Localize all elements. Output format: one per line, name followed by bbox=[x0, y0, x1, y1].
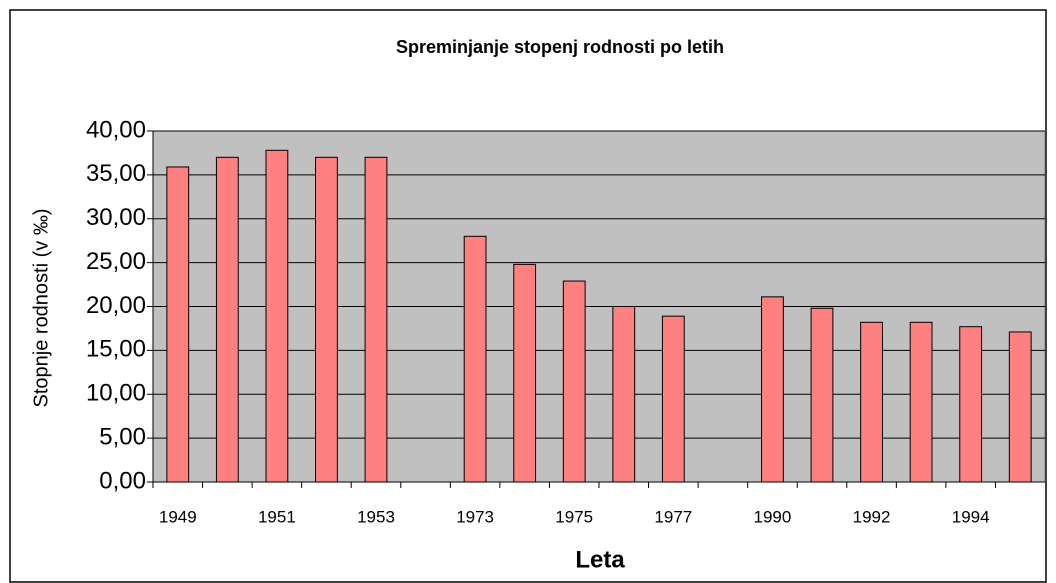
bar bbox=[959, 326, 983, 483]
bar bbox=[860, 321, 883, 483]
x-tick-label: 1951 bbox=[258, 507, 296, 526]
bar bbox=[215, 156, 239, 483]
y-axis-label: Stopnje rodnosti (v ‰) bbox=[30, 209, 52, 408]
bar bbox=[810, 307, 834, 483]
bar bbox=[909, 321, 933, 483]
chart-title: Spreminjanje stopenj rodnosti po letih bbox=[396, 37, 724, 57]
y-tick-label: 5,00 bbox=[99, 423, 146, 450]
bar bbox=[364, 156, 388, 483]
x-tick-label: 1949 bbox=[159, 507, 197, 526]
bar bbox=[315, 156, 338, 483]
bar bbox=[661, 315, 685, 483]
x-tick-label: 1992 bbox=[853, 507, 891, 526]
bar bbox=[513, 263, 537, 483]
bar bbox=[612, 306, 636, 483]
bar bbox=[562, 280, 586, 483]
x-tick-label: 1975 bbox=[555, 507, 593, 526]
y-tick-label: 30,00 bbox=[86, 204, 146, 231]
bar bbox=[463, 235, 487, 483]
bar bbox=[761, 296, 784, 483]
y-tick-label: 25,00 bbox=[86, 248, 146, 275]
y-tick-label: 35,00 bbox=[86, 160, 146, 187]
y-tick-label: 0,00 bbox=[99, 467, 146, 494]
x-tick-label: 1990 bbox=[754, 507, 792, 526]
bar bbox=[1008, 331, 1032, 483]
x-tick-label: 1973 bbox=[456, 507, 494, 526]
bar bbox=[166, 166, 190, 483]
x-tick-label: 1953 bbox=[357, 507, 395, 526]
y-tick-label: 10,00 bbox=[86, 380, 146, 407]
x-tick-label: 1994 bbox=[952, 507, 990, 526]
x-tick-label: 1977 bbox=[654, 507, 692, 526]
y-tick-label: 20,00 bbox=[86, 292, 146, 319]
bar bbox=[265, 149, 289, 483]
x-axis-label: Leta bbox=[575, 546, 625, 573]
y-tick-label: 40,00 bbox=[86, 116, 146, 143]
y-tick-label: 15,00 bbox=[86, 336, 146, 363]
